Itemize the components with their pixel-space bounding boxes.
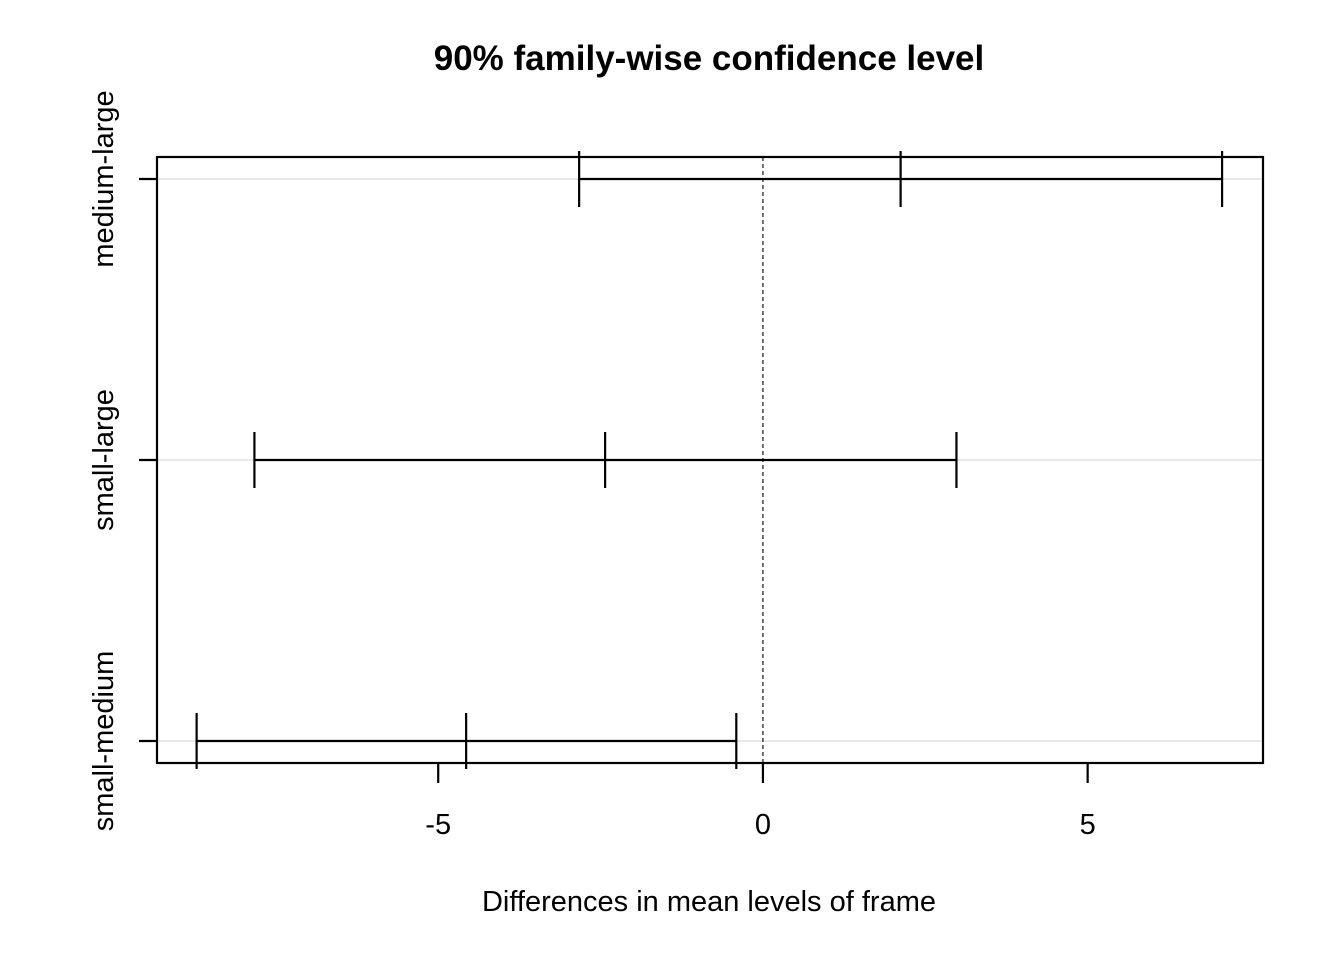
x-tick-label-2: 5 (1080, 809, 1096, 841)
x-tick-label-0: -5 (425, 809, 451, 841)
chart-title: 90% family-wise confidence level (434, 39, 985, 78)
y-tick-label-small-large: small-large (88, 389, 120, 531)
y-tick-label-small-medium: small-medium (88, 651, 120, 831)
x-tick-label-1: 0 (755, 809, 771, 841)
x-axis: -5 0 5 (425, 763, 1096, 841)
y-axis: medium-large small-large small-medium (88, 90, 157, 831)
x-axis-label: Differences in mean levels of frame (482, 886, 936, 918)
y-tick-label-medium-large: medium-large (88, 90, 120, 267)
intervals-layer (195, 151, 1224, 769)
